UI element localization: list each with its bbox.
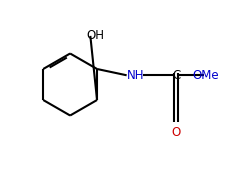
Text: C: C bbox=[172, 69, 180, 82]
Text: O: O bbox=[172, 126, 181, 139]
Text: NH: NH bbox=[127, 69, 145, 82]
Text: OH: OH bbox=[87, 29, 105, 42]
Text: OMe: OMe bbox=[192, 69, 219, 82]
